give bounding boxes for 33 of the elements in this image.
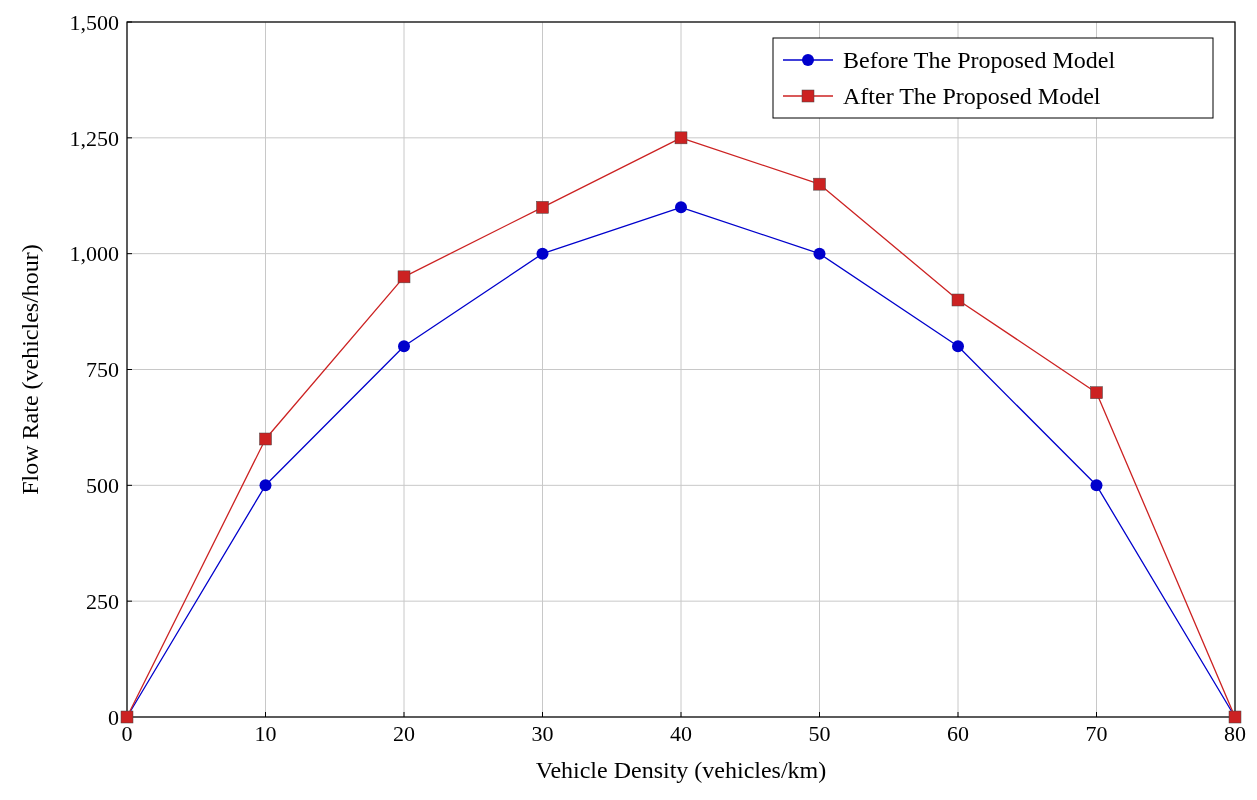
point — [1090, 386, 1103, 399]
point — [674, 131, 688, 145]
point — [397, 270, 411, 284]
point — [951, 293, 965, 307]
x-tick-label: 20 — [393, 721, 415, 746]
point — [952, 340, 964, 353]
y-tick-label: 1,250 — [69, 125, 119, 151]
x-axis-title: Vehicle Density (vehicles/km) — [535, 757, 827, 783]
y-tick-label: 1,000 — [69, 241, 119, 267]
point — [813, 177, 826, 191]
x-tick-label: 10 — [254, 721, 277, 746]
x-tick-label: 80 — [1224, 721, 1246, 746]
x-tick-label: 30 — [531, 721, 554, 746]
point — [813, 247, 826, 260]
point — [259, 479, 272, 492]
point — [536, 201, 549, 214]
point — [398, 340, 410, 353]
legend-label: After The Proposed Model — [843, 83, 1101, 110]
point — [1090, 479, 1103, 492]
legend-label: Before The Proposed Model — [843, 47, 1116, 74]
y-tick-label: 0 — [108, 704, 119, 730]
y-tick-label: 500 — [86, 473, 119, 499]
x-tick-label: 70 — [1085, 721, 1108, 746]
point — [536, 247, 549, 260]
y-tick-label: 250 — [86, 588, 119, 614]
point — [675, 201, 687, 214]
x-tick-label: 50 — [808, 721, 831, 746]
y-tick-label: 1,500 — [69, 9, 119, 35]
x-tick-label: 40 — [670, 721, 692, 746]
x-tick-label: 60 — [947, 721, 969, 746]
point — [259, 432, 272, 446]
y-tick-label: 750 — [86, 357, 119, 383]
y-axis-title: Flow Rate (vehicles/hour) — [17, 244, 43, 495]
